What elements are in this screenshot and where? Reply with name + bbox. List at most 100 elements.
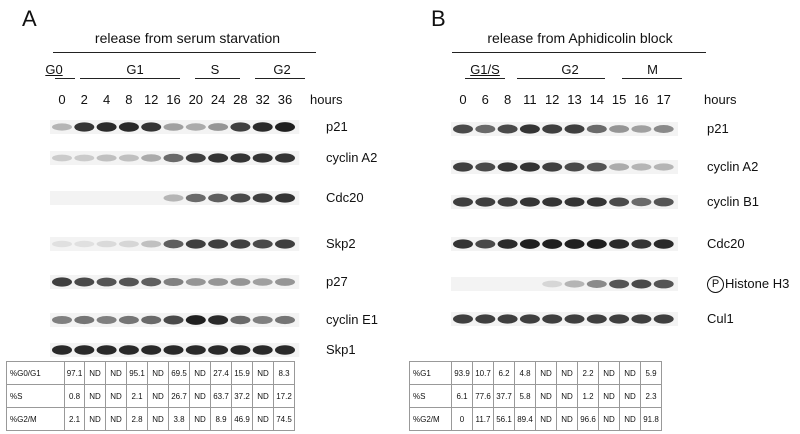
b-timepoint-2: 8 bbox=[503, 92, 512, 107]
a-protein-name-6: Skp1 bbox=[326, 342, 356, 357]
a-band-0-9 bbox=[252, 122, 273, 132]
b-band-1-3 bbox=[519, 162, 540, 172]
table-cell: ND bbox=[147, 384, 169, 408]
a-band-0-6 bbox=[185, 123, 206, 131]
phospho-icon: P bbox=[707, 276, 724, 294]
b-band-0-1 bbox=[475, 124, 496, 134]
a-blot-p21 bbox=[50, 120, 300, 134]
b-band-2-8 bbox=[631, 197, 652, 207]
table-cell: ND bbox=[535, 384, 557, 408]
table-cell: 6.2 bbox=[493, 361, 515, 385]
a-timepoint-9: 32 bbox=[255, 92, 270, 107]
a-blot-skp1 bbox=[50, 343, 300, 357]
a-band-5-8 bbox=[230, 315, 251, 325]
b-phase-0: G1/S bbox=[470, 62, 500, 77]
table-cell: 96.6 bbox=[577, 407, 599, 431]
row-header: %G2/M bbox=[6, 407, 65, 431]
panel-a-label: A bbox=[22, 6, 37, 31]
table-cell: 69.5 bbox=[168, 361, 190, 385]
b-phase-line-0 bbox=[465, 78, 505, 79]
table-cell: ND bbox=[189, 361, 211, 385]
b-timepoint-6: 14 bbox=[589, 92, 605, 107]
a-band-5-6 bbox=[185, 315, 206, 325]
table-cell: 11.7 bbox=[472, 407, 494, 431]
table-cell: 0.8 bbox=[64, 384, 85, 408]
b-band-2-2 bbox=[497, 197, 518, 207]
table-cell: 10.7 bbox=[472, 361, 494, 385]
b-protein-label-1: cyclin A2 bbox=[707, 159, 758, 174]
a-timepoint-7: 24 bbox=[210, 92, 226, 107]
table-cell: ND bbox=[598, 361, 620, 385]
table-cell: ND bbox=[619, 361, 641, 385]
a-phase-line-2 bbox=[195, 78, 240, 79]
b-protein-name-0: p21 bbox=[707, 121, 729, 136]
panel-b-label: B bbox=[431, 6, 446, 31]
b-band-0-0 bbox=[453, 124, 473, 134]
a-band-4-10 bbox=[275, 278, 295, 286]
a-band-6-0 bbox=[52, 345, 72, 355]
b-band-3-9 bbox=[653, 239, 674, 249]
a-band-1-9 bbox=[252, 153, 273, 163]
b-band-2-7 bbox=[609, 197, 630, 207]
table-row: %G0/G1 97.1 ND ND 95.1 ND 69.5 ND 27.4 15.9 ND 8.3 bbox=[6, 361, 295, 385]
table-cell: 27.4 bbox=[210, 361, 232, 385]
a-band-1-6 bbox=[185, 153, 206, 163]
b-band-1-1 bbox=[475, 162, 496, 172]
table-row: %G1 93.9 10.7 6.2 4.8 ND ND 2.2 ND ND 5.9 bbox=[409, 361, 662, 385]
b-band-4-6 bbox=[586, 280, 607, 288]
table-cell: 5.9 bbox=[640, 361, 662, 385]
table-cell: ND bbox=[535, 407, 557, 431]
table-cell: 37.2 bbox=[231, 384, 253, 408]
a-band-5-10 bbox=[275, 315, 295, 325]
a-band-1-7 bbox=[208, 153, 229, 163]
a-band-1-0 bbox=[52, 154, 72, 162]
b-band-1-7 bbox=[609, 163, 630, 171]
table-cell: 1.2 bbox=[577, 384, 599, 408]
a-band-6-10 bbox=[275, 345, 295, 355]
a-band-0-3 bbox=[118, 122, 139, 132]
b-timepoint-0: 0 bbox=[459, 92, 467, 107]
b-phase-line-1 bbox=[517, 78, 605, 79]
b-protein-label-4: P Histone H3 bbox=[707, 276, 789, 294]
a-phase-line-3 bbox=[255, 78, 305, 79]
table-cell: 2.3 bbox=[640, 384, 662, 408]
a-band-2-9 bbox=[252, 193, 273, 203]
a-protein-label-0: p21 bbox=[326, 119, 348, 134]
b-band-3-0 bbox=[453, 239, 473, 249]
table-cell: 91.8 bbox=[640, 407, 662, 431]
table-cell: 63.7 bbox=[210, 384, 232, 408]
a-phase-2: S bbox=[210, 62, 220, 77]
b-band-4-5 bbox=[564, 280, 585, 288]
a-band-0-7 bbox=[208, 123, 229, 131]
b-band-2-3 bbox=[519, 197, 540, 207]
a-timepoint-1: 2 bbox=[80, 92, 88, 107]
table-cell: ND bbox=[84, 407, 106, 431]
b-protein-label-3: Cdc20 bbox=[707, 236, 745, 251]
b-band-3-3 bbox=[519, 239, 540, 249]
table-cell: ND bbox=[189, 384, 211, 408]
table-cell: 8.9 bbox=[210, 407, 232, 431]
table-cell: ND bbox=[556, 384, 578, 408]
b-timepoint-9: 17 bbox=[656, 92, 671, 107]
a-band-0-0 bbox=[52, 123, 72, 131]
b-band-0-6 bbox=[586, 124, 607, 134]
b-timepoint-1: 6 bbox=[481, 92, 489, 107]
a-band-6-6 bbox=[185, 345, 206, 355]
a-band-6-2 bbox=[96, 345, 117, 355]
b-protein-name-3: Cdc20 bbox=[707, 236, 745, 251]
a-band-4-1 bbox=[74, 277, 95, 287]
a-band-6-9 bbox=[252, 345, 273, 355]
b-band-5-5 bbox=[564, 314, 585, 324]
table-cell: ND bbox=[105, 361, 127, 385]
b-band-2-4 bbox=[542, 197, 563, 207]
a-band-4-6 bbox=[185, 278, 206, 286]
a-band-1-1 bbox=[74, 154, 95, 162]
table-cell: ND bbox=[619, 407, 641, 431]
b-band-5-0 bbox=[453, 314, 473, 324]
table-cell: ND bbox=[598, 384, 620, 408]
a-phase-line-1 bbox=[80, 78, 180, 79]
b-timepoint-4: 12 bbox=[544, 92, 560, 107]
b-blot-cul1 bbox=[451, 312, 678, 326]
b-blot-cdc20 bbox=[451, 237, 678, 251]
a-protein-name-5: cyclin E1 bbox=[326, 312, 379, 327]
